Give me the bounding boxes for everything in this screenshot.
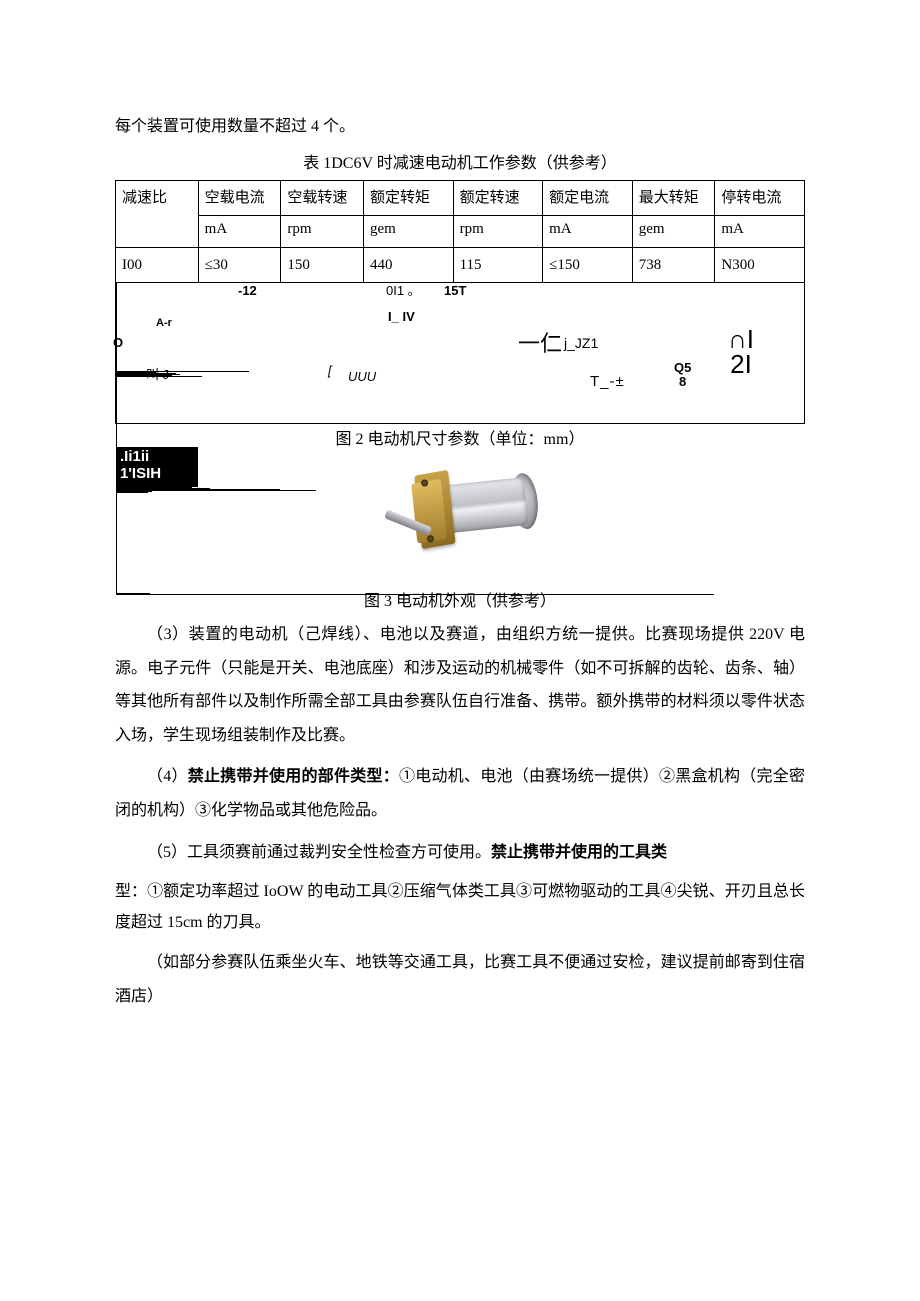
table-row: 减速比 空载电流 空载转速 额定转矩 额定转速 额定电流 最大转矩 停转电流 — [116, 180, 805, 216]
diagram-label: A-r — [156, 315, 172, 332]
cell: 738 — [632, 247, 715, 283]
diagram-label: T_-± — [590, 371, 625, 394]
th-ratio: 减速比 — [116, 180, 199, 247]
paragraph-5-line2: 型：①额定功率超过 IoOW 的电动工具②压缩气体类工具③可燃物驱动的工具④尖锐… — [115, 877, 805, 938]
fig2-caption: 图 2 电动机尺寸参数（单位：mm） — [115, 428, 805, 452]
cell: ≤30 — [198, 247, 281, 283]
diagram-label: 一仁 — [518, 327, 562, 360]
cell: I00 — [116, 247, 199, 283]
diagram-label: 叫 J — [146, 365, 169, 385]
th-noload-rpm: 空载转速 — [281, 180, 364, 216]
unit-gem2: gem — [632, 216, 715, 248]
diagram-label: 0I1 。 — [386, 281, 421, 301]
paragraph-6: （如部分参赛队伍乘坐火车、地铁等交通工具，比赛工具不便通过安检，建议提前邮寄到住… — [115, 946, 805, 1013]
blackbox-line: 1'ISIH — [120, 465, 161, 482]
unit-gem: gem — [364, 216, 454, 248]
cell: 440 — [364, 247, 454, 283]
p5-bold: 禁止携带并使用的工具类 — [491, 844, 667, 861]
p4-bold: 禁止携带并使用的部件类型： — [188, 768, 399, 785]
unit-ma: mA — [198, 216, 281, 248]
th-rated-torque: 额定转矩 — [364, 180, 454, 216]
diagram-label: UUU — [348, 367, 376, 387]
motor-photo — [115, 458, 805, 586]
unit-rpm2: rpm — [453, 216, 543, 248]
diagram-label: I_ IV — [388, 307, 415, 327]
diagram-label: -12 — [238, 281, 257, 301]
unit-rpm: rpm — [281, 216, 364, 248]
table1-caption: 表 1DC6V 时减速电动机工作参数（供参考） — [115, 152, 805, 176]
unit-ma2: mA — [543, 216, 633, 248]
th-noload-i: 空载电流 — [198, 180, 281, 216]
paragraph-5-line1: （5）工具须赛前通过裁判安全性检查方可使用。禁止携带并使用的工具类 — [115, 836, 805, 870]
table-row: I00 ≤30 150 440 115 ≤150 738 N300 — [116, 247, 805, 283]
diagram-label: [ — [328, 361, 332, 381]
diagram-blackbox: .Ii1ii 1'ISIH — [116, 447, 198, 487]
blackbox-line: .Ii1ii — [120, 448, 149, 465]
p4-lead: （4） — [147, 768, 188, 785]
th-rated-i: 额定电流 — [543, 180, 633, 216]
diagram-label: O — [113, 333, 123, 353]
table-row: mA rpm gem rpm mA gem mA — [116, 216, 805, 248]
unit-ma3: mA — [715, 216, 805, 248]
motor-param-table: 减速比 空载电流 空载转速 额定转矩 额定转速 额定电流 最大转矩 停转电流 m… — [115, 180, 805, 284]
cell: 150 — [281, 247, 364, 283]
diagram-label: Q58 — [674, 361, 691, 388]
cell: 115 — [453, 247, 543, 283]
paragraph-3: （3）装置的电动机（己焊线）、电池以及赛道，由组织方统一提供。比赛现场提供 22… — [115, 618, 805, 752]
th-max-torque: 最大转矩 — [632, 180, 715, 216]
cell: ≤150 — [543, 247, 633, 283]
p5-lead: （5）工具须赛前通过裁判安全性检查方可使用。 — [147, 844, 491, 861]
th-stall-i: 停转电流 — [715, 180, 805, 216]
paragraph-4: （4）禁止携带并使用的部件类型：①电动机、电池（由赛场统一提供）②黑盒机构（完全… — [115, 760, 805, 827]
motor-dimension-diagram: -12 0I1 。 15T I_ IV A-r O .Ii1ii 1'ISIH … — [115, 283, 805, 424]
cell: N300 — [715, 247, 805, 283]
diagram-label: j_JZ1 — [564, 333, 598, 354]
th-rated-rpm: 额定转速 — [453, 180, 543, 216]
intro-line: 每个装置可使用数量不超过 4 个。 — [115, 110, 805, 144]
document-page: 每个装置可使用数量不超过 4 个。 表 1DC6V 时减速电动机工作参数（供参考… — [0, 0, 920, 1301]
diagram-label: 15T — [444, 281, 466, 301]
diagram-label: ∩I2I — [728, 327, 754, 376]
